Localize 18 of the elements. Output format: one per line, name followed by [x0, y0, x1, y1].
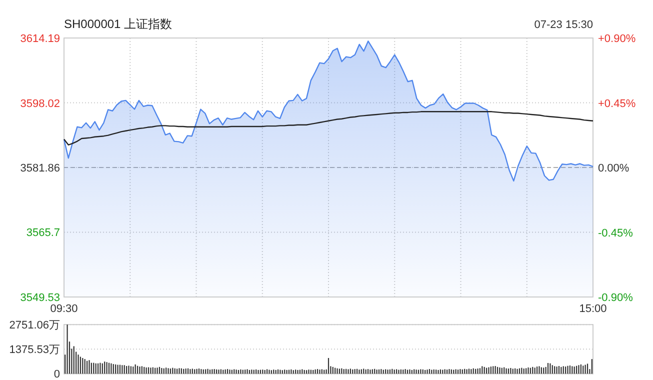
x-tick-label: 09:30 — [50, 303, 78, 315]
y-tick-label: 3598.02 — [20, 98, 60, 110]
line-series — [63, 111, 594, 146]
y-tick-label: 3565.7 — [26, 227, 60, 240]
x-tick-label: 15:00 — [579, 303, 607, 315]
y-tick-label: 1375.53万 — [9, 344, 60, 356]
y2-tick-label: +0.45% — [598, 98, 636, 110]
y2-tick-label: 0.00% — [598, 162, 630, 174]
y-tick-label: 0 — [54, 368, 60, 380]
text: 07-23 15:30 — [534, 19, 593, 31]
y-tick-label: 2751.06万 — [9, 320, 60, 332]
y2-tick-label: -0.45% — [598, 227, 634, 240]
y-tick-label: 3614.19 — [20, 33, 60, 45]
y-tick-label: 3581.86 — [20, 162, 60, 174]
chart-title: SH000001 上证指数 — [64, 17, 172, 31]
y-tick-label: 3549.53 — [20, 292, 60, 304]
y2-tick-label: -0.90% — [598, 292, 634, 304]
y2-tick-label: +0.90% — [598, 33, 636, 45]
